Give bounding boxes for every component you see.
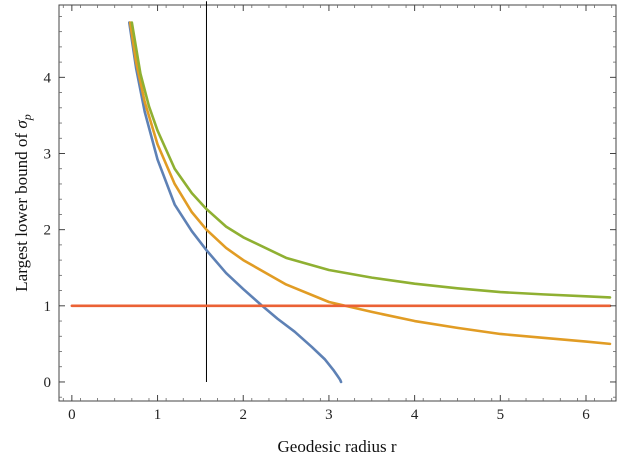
y-axis-title-subscript: p bbox=[20, 114, 34, 121]
x-tick-label: 3 bbox=[325, 407, 333, 423]
series-line-3 bbox=[130, 21, 612, 299]
y-tick-label: 1 bbox=[44, 299, 52, 315]
series-line-2 bbox=[128, 21, 612, 346]
x-tick-label: 6 bbox=[582, 407, 590, 423]
x-tick-label: 0 bbox=[68, 407, 76, 423]
x-tick-label: 5 bbox=[497, 407, 505, 423]
x-tick-label: 4 bbox=[411, 407, 419, 423]
y-axis-title-text: Largest lower bound of bbox=[12, 129, 31, 292]
series-layer bbox=[70, 1, 612, 384]
y-tick-label: 0 bbox=[44, 375, 52, 391]
plot-frame bbox=[58, 4, 617, 402]
y-tick-label: 4 bbox=[44, 70, 52, 86]
ticks-layer: 0 1 2 3 4 5 6 0 1 2 3 4 bbox=[44, 5, 616, 423]
x-tick-label: 1 bbox=[154, 407, 162, 423]
x-axis-title: Geodesic radius r bbox=[278, 437, 397, 456]
series-line-1 bbox=[127, 21, 343, 384]
y-axis-title: Largest lower bound of σp bbox=[12, 114, 34, 291]
x-tick-label: 2 bbox=[239, 407, 247, 423]
y-axis-title-symbol: σ bbox=[12, 120, 31, 129]
y-tick-label: 2 bbox=[44, 223, 52, 239]
y-tick-label: 3 bbox=[44, 147, 52, 163]
